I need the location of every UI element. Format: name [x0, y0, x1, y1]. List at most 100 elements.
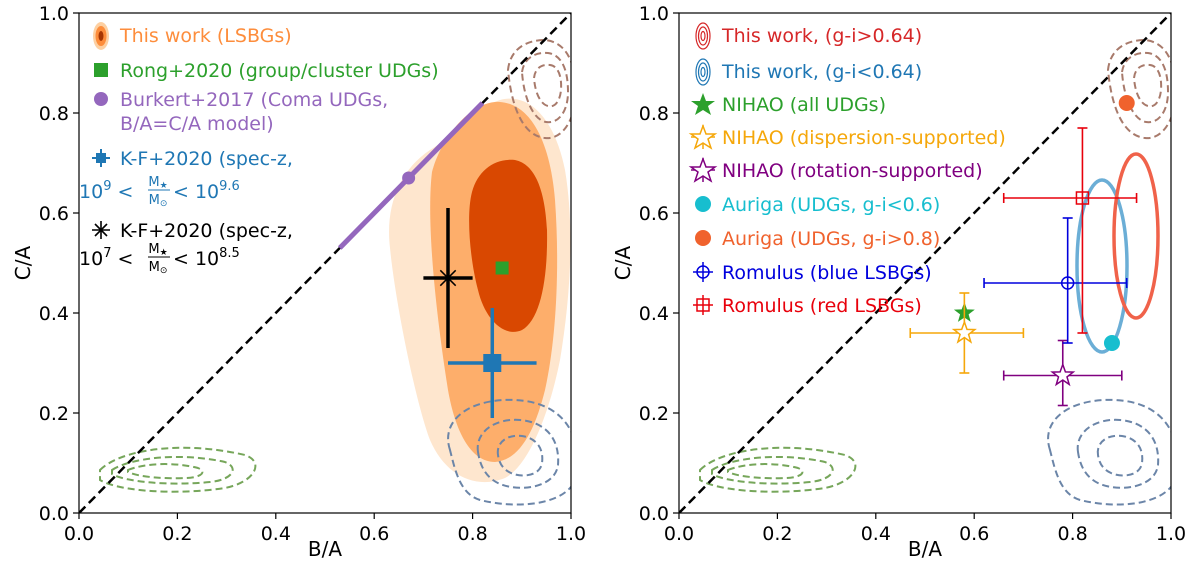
legend-lsbg-icon	[93, 22, 109, 50]
legend-kf-blue-mass-range: 109 < M★ M⊙ < 109.6	[79, 175, 240, 209]
legend-nihao-disp-label: NIHAO (dispersion-supported)	[722, 127, 1006, 149]
right-plot-area	[679, 13, 1171, 513]
legend-nihao-all-icon	[691, 93, 715, 115]
this-work-red-contour	[1112, 152, 1160, 320]
svg-text:< 109.6: < 109.6	[173, 179, 240, 203]
legend-nihao-rot-label: NIHAO (rotation-supported)	[722, 160, 983, 182]
y-tick-label: 0.8	[39, 103, 69, 125]
right-data-marks	[909, 95, 1138, 407]
x-tick-label: 0.2	[162, 523, 192, 545]
legend-kf-blue-label: K-F+2020 (spec-z,	[120, 148, 293, 170]
left-ticks: 0.0 0.2 0.4 0.6 0.8 1.0 0.0 0.2 0.4 0.6 0.8 1.0	[39, 3, 586, 545]
svg-text:109 <: 109 <	[79, 179, 133, 203]
legend-nihao-all-label: NIHAO (all UDGs)	[722, 94, 886, 116]
x-tick-label: 0.4	[861, 523, 891, 545]
legend-burkert-label-1: Burkert+2017 (Coma UDGs,	[120, 89, 388, 111]
y-tick-label: 0.2	[639, 403, 669, 425]
y-tick-label: 0.6	[639, 203, 669, 225]
series-3-star-marker	[951, 319, 977, 344]
legend-kf-black-mass-range: 107 < M★ M⊙ < 108.5	[79, 242, 240, 276]
x-tick-label: 1.0	[556, 523, 586, 545]
y-tick-label: 1.0	[639, 3, 669, 25]
legend-nihao-rot-icon	[688, 156, 718, 183]
left-ylabel: C/A	[11, 245, 35, 280]
right-xlabel: B/A	[908, 537, 942, 561]
right-legend: This work, (g-i>0.64) This work, (g-i<0.…	[688, 22, 1006, 317]
x-tick-label: 0.0	[64, 523, 94, 545]
right-axes-frame	[678, 12, 1172, 514]
x-tick-label: 0.6	[359, 523, 389, 545]
legend-rong-icon	[94, 63, 108, 77]
y-tick-label: 0.0	[39, 503, 69, 525]
right-ylabel: C/A	[611, 245, 635, 280]
legend-blue-contour-icon	[695, 58, 711, 86]
this-work-blue-contour	[1075, 178, 1129, 354]
left-legend: This work (LSBGs) Rong+2020 (group/clust…	[79, 22, 439, 276]
legend-auriga-blue-label: Auriga (UDGs, g-i<0.6)	[722, 194, 940, 216]
svg-text:< 108.5: < 108.5	[173, 246, 240, 270]
right-panel: 0.0 0.2 0.4 0.6 0.8 1.0 0.0 0.2 0.4 0.6 0.8 1.0 B/A…	[611, 3, 1186, 561]
legend-rong-label: Rong+2020 (group/cluster UDGs)	[120, 60, 439, 82]
auriga-marker-6	[1118, 95, 1135, 111]
kf-black-star-d2	[439, 269, 457, 287]
green-dashed-contours	[99, 446, 257, 493]
left-xlabel: B/A	[308, 537, 342, 561]
x-tick-label: 0.8	[457, 523, 487, 545]
auriga-marker-5	[1103, 335, 1120, 351]
burkert-point	[402, 171, 416, 185]
x-tick-label: 1.0	[1156, 523, 1186, 545]
legend-burkert-label-2: B/A=C/A model)	[120, 113, 274, 135]
blue-dashed-contours	[447, 398, 571, 506]
legend-blue-contour-label: This work, (g-i<0.64)	[721, 61, 922, 83]
legend-kf-black-icon	[92, 221, 110, 239]
svg-text:M★: M★	[148, 242, 167, 258]
y-tick-label: 0.4	[639, 303, 669, 325]
y-tick-label: 0.0	[639, 503, 669, 525]
series-4-star-marker	[1050, 362, 1076, 387]
blue-dashed-contours-right	[1047, 398, 1171, 506]
legend-red-contour-icon	[695, 22, 711, 50]
y-tick-label: 1.0	[39, 3, 69, 25]
legend-auriga-red-icon	[695, 230, 711, 246]
legend-red-contour-label: This work, (g-i>0.64)	[721, 25, 922, 47]
legend-lsbg-label: This work (LSBGs)	[119, 25, 292, 47]
y-tick-label: 0.2	[39, 403, 69, 425]
svg-text:107 <: 107 <	[79, 246, 133, 270]
svg-text:M⊙: M⊙	[149, 193, 168, 209]
green-dashed-contours-right	[699, 446, 857, 493]
legend-romulus-blue-icon	[693, 262, 713, 282]
brown-dashed-contours	[506, 38, 571, 140]
legend-kf-blue-icon	[92, 149, 110, 167]
legend-nihao-disp-icon	[688, 123, 718, 150]
lsbg-density-inner	[469, 159, 548, 332]
series-8-square-marker	[1075, 191, 1090, 205]
x-tick-label: 0.8	[1057, 523, 1087, 545]
left-panel: 0.0 0.2 0.4 0.6 0.8 1.0 0.0 0.2 0.4 0.6 0.8 1.0 B/A…	[11, 3, 586, 561]
one-to-one-line	[79, 13, 571, 513]
legend-kf-black-label: K-F+2020 (spec-z,	[120, 220, 293, 242]
y-tick-label: 0.6	[39, 203, 69, 225]
legend-auriga-blue-icon	[695, 196, 711, 212]
kf2020-low-mass-point	[423, 208, 473, 348]
x-tick-label: 0.4	[261, 523, 291, 545]
left-plot-area	[79, 13, 571, 513]
svg-text:M★: M★	[148, 175, 167, 191]
x-tick-label: 0.6	[959, 523, 989, 545]
left-axes-frame	[78, 12, 572, 514]
right-ticks: 0.0 0.2 0.4 0.6 0.8 1.0 0.0 0.2 0.4 0.6 0.8 1.0	[639, 3, 1186, 545]
series-7-circle-marker	[1060, 276, 1075, 290]
y-tick-label: 0.8	[639, 103, 669, 125]
legend-romulus-red-icon	[693, 295, 713, 315]
kf-blue-marker	[483, 354, 502, 372]
legend-burkert-icon	[94, 92, 108, 106]
legend-auriga-red-label: Auriga (UDGs, g-i>0.8)	[722, 228, 940, 250]
svg-text:M⊙: M⊙	[149, 260, 168, 276]
y-tick-label: 0.4	[39, 303, 69, 325]
legend-romulus-blue-label: Romulus (blue LSBGs)	[722, 262, 932, 284]
brown-dashed-contours-right	[1106, 38, 1171, 140]
x-tick-label: 0.0	[664, 523, 694, 545]
kf2020-high-mass-point	[448, 308, 537, 418]
x-tick-label: 0.2	[762, 523, 792, 545]
one-to-one-line-right	[679, 13, 1171, 513]
